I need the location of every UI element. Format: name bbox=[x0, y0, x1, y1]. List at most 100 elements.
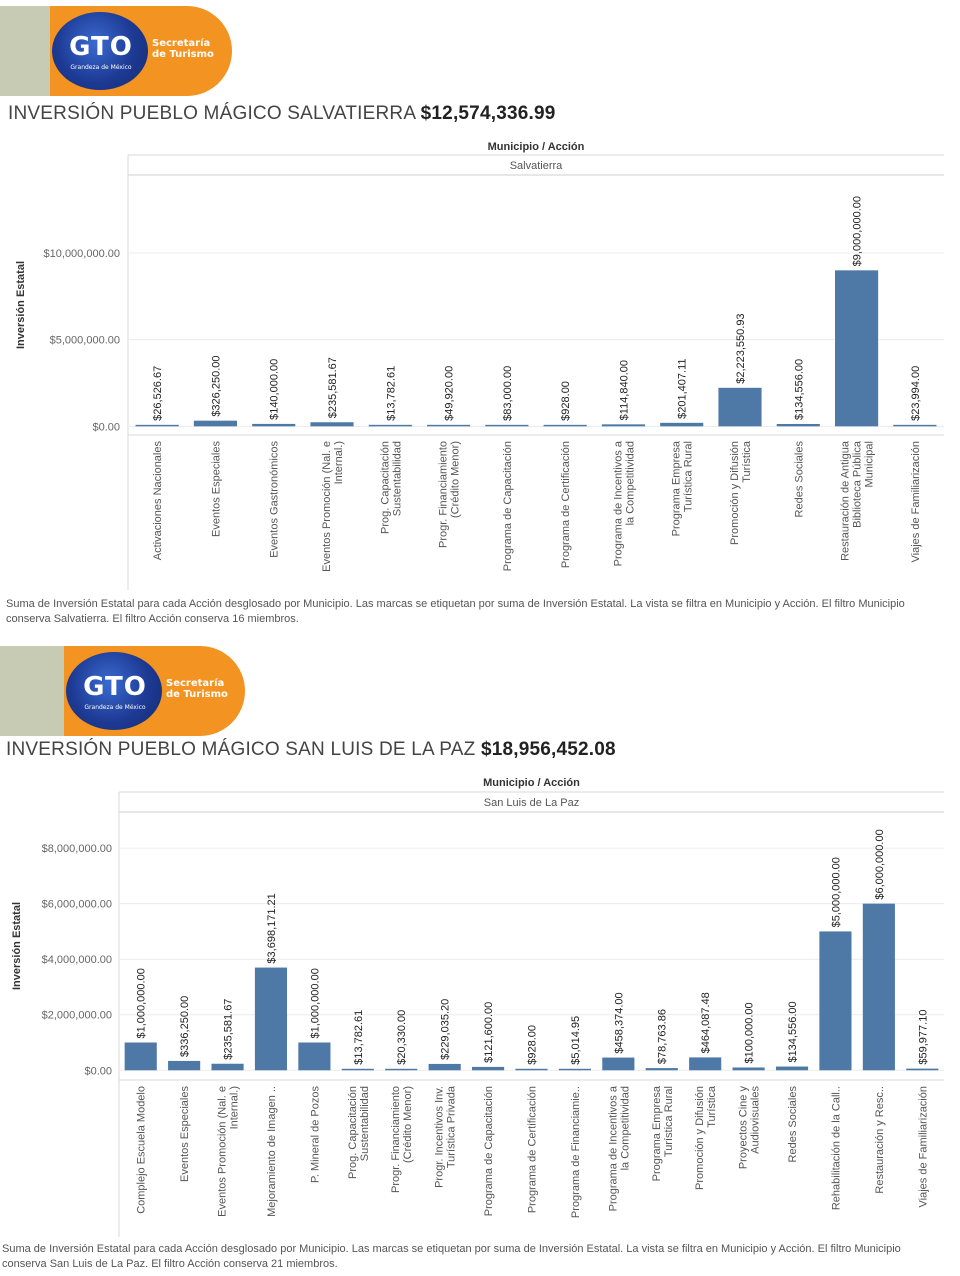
bar-chart-salvatierra: Municipio / Acción Salvatierra $0.00 $5,000… bbox=[15, 141, 944, 590]
bar-value-label: $59,977.10 bbox=[917, 1010, 929, 1065]
x-tick-label-line: Internal.) bbox=[229, 1086, 241, 1129]
bar-value-label: $140,000.00 bbox=[269, 359, 281, 420]
bar[interactable] bbox=[660, 422, 704, 427]
x-tick-label-line: Proyectos Cine y bbox=[738, 1086, 750, 1170]
bar[interactable] bbox=[385, 1068, 418, 1071]
x-tick-label: Programa de Capacitación bbox=[502, 441, 514, 571]
chart-footnote-salvatierra: Suma de Inversión Estatal para cada Acci… bbox=[6, 598, 905, 625]
bar[interactable] bbox=[298, 1042, 331, 1071]
x-tick-label: Activaciones Nacionales bbox=[152, 441, 164, 561]
x-tick-label-line: Progr. Financiamiento bbox=[390, 1086, 402, 1193]
x-tick-label-line: Programa de Certificación bbox=[560, 441, 572, 568]
bar[interactable] bbox=[193, 420, 237, 427]
logo-secretaria-text: Secretaría de Turismo bbox=[166, 678, 228, 700]
x-tick-label-line: Biblioteca Pública bbox=[852, 440, 864, 528]
x-tick-label-line: Rehabilitación de la Call.. bbox=[830, 1086, 842, 1210]
x-tick-label-line: Programa Empresa bbox=[651, 1085, 663, 1181]
x-tick-label: Programa de Certificación bbox=[527, 1086, 539, 1213]
bar[interactable] bbox=[543, 424, 587, 427]
x-tick-label-line: Promoción y Difusión bbox=[729, 441, 741, 545]
bar-value-label: $134,556.00 bbox=[787, 1001, 799, 1062]
bar-value-label: $326,250.00 bbox=[210, 356, 222, 417]
bar[interactable] bbox=[645, 1068, 678, 1071]
bar[interactable] bbox=[252, 423, 296, 427]
bar[interactable] bbox=[776, 424, 820, 427]
bar-value-label: $26,526.67 bbox=[152, 366, 164, 421]
bar-value-label: $23,994.00 bbox=[910, 366, 922, 421]
x-tick-label-line: Audiovisuales bbox=[750, 1086, 762, 1154]
bar[interactable] bbox=[893, 424, 937, 427]
logo-secretaria-turismo: GTO Grandeza de México Secretaría de Tur… bbox=[0, 6, 232, 96]
y-tick-label: $8,000,000.00 bbox=[42, 843, 112, 855]
x-tick-label-line: Activaciones Nacionales bbox=[152, 441, 164, 561]
bar[interactable] bbox=[254, 967, 288, 1071]
chart-header: Municipio / Acción bbox=[483, 777, 580, 789]
x-tick-label-line: Redes Sociales bbox=[787, 1086, 799, 1163]
x-tick-label-line: Restauración de Antigua bbox=[840, 440, 852, 561]
bar[interactable] bbox=[341, 1068, 374, 1071]
x-tick-label-line: Programa de Certificación bbox=[527, 1086, 539, 1213]
bar[interactable] bbox=[368, 424, 412, 427]
bar[interactable] bbox=[601, 424, 645, 427]
bar-value-label: $78,763.86 bbox=[657, 1009, 669, 1064]
x-tick-label-line: Turística bbox=[741, 440, 753, 483]
x-tick-label: Progr. Incentivos Inv. Turística Privada bbox=[434, 1085, 458, 1188]
x-tick-label: Programa de Incentivos a la Competitivida… bbox=[612, 440, 636, 566]
bar[interactable] bbox=[775, 1066, 809, 1071]
bar[interactable] bbox=[602, 1057, 635, 1071]
bar[interactable] bbox=[485, 424, 529, 427]
bar[interactable] bbox=[135, 424, 179, 427]
x-tick-label-line: Viajes de Familiarización bbox=[917, 1086, 929, 1207]
bar[interactable] bbox=[835, 270, 879, 427]
x-tick-label: Proyectos Cine y Audiovisuales bbox=[738, 1086, 762, 1170]
bar-value-label: $1,000,000.00 bbox=[309, 968, 321, 1038]
bar-value-label: $229,035.20 bbox=[440, 999, 452, 1060]
bar-value-label: $5,014.95 bbox=[570, 1016, 582, 1065]
x-tick-label-line: Complejo Escuela Modelo bbox=[136, 1086, 148, 1214]
logo-brand-text: GTO bbox=[69, 32, 133, 62]
x-tick-label: Programa Empresa Turística Rural bbox=[671, 440, 695, 536]
y-tick-label: $5,000,000.00 bbox=[50, 335, 120, 347]
bar[interactable] bbox=[862, 903, 895, 1071]
bar-value-label: $3,698,171.21 bbox=[266, 893, 278, 963]
bar[interactable] bbox=[906, 1068, 939, 1071]
x-tick-label-line: Eventos Especiales bbox=[210, 441, 222, 537]
bar-value-label: $464,087.48 bbox=[700, 992, 712, 1053]
bar[interactable] bbox=[819, 931, 852, 1071]
bar-value-label: $9,000,000.00 bbox=[852, 196, 864, 266]
bar[interactable] bbox=[211, 1063, 244, 1071]
x-tick-label-line: Sustentabilidad bbox=[391, 441, 403, 516]
bar[interactable] bbox=[310, 422, 354, 427]
x-tick-label: Prog. Capacitación Sustentabilidad bbox=[347, 1086, 371, 1179]
x-tick-label: Progr. Financiamiento (Crédito Menor) bbox=[438, 441, 462, 548]
bar[interactable] bbox=[427, 424, 471, 427]
x-tick-label: Rehabilitación de la Call.. bbox=[830, 1086, 842, 1210]
x-tick-label: Eventos Especiales bbox=[179, 1086, 191, 1182]
bar[interactable] bbox=[718, 387, 762, 427]
x-tick-label: Programa de Financiamie.. bbox=[570, 1086, 582, 1218]
bar[interactable] bbox=[558, 1068, 591, 1071]
x-tick-label-line: Restauración y Resc.. bbox=[874, 1086, 886, 1194]
bar-value-label: $235,581.67 bbox=[223, 999, 235, 1060]
gto-logo-icon bbox=[66, 652, 162, 730]
page-title-salvatierra: INVERSIÓN PUEBLO MÁGICO SALVATIERRA $12,… bbox=[8, 103, 556, 125]
x-tick-label: Redes Sociales bbox=[793, 441, 805, 518]
x-tick-label-line: Promoción y Difusión bbox=[694, 1086, 706, 1190]
y-tick-label: $2,000,000.00 bbox=[42, 1010, 112, 1022]
bar[interactable] bbox=[732, 1067, 765, 1071]
x-tick-label: Programa de Capacitación bbox=[483, 1086, 495, 1216]
bar-value-label: $100,000.00 bbox=[744, 1002, 756, 1063]
bar[interactable] bbox=[472, 1066, 505, 1071]
x-tick-label-line: Programa de Financiamie.. bbox=[570, 1086, 582, 1218]
x-tick-label: Restauración de Antigua Biblioteca Públic… bbox=[840, 440, 876, 561]
bar[interactable] bbox=[428, 1063, 461, 1071]
bar-value-label: $458,374.00 bbox=[613, 992, 625, 1053]
bar[interactable] bbox=[124, 1042, 157, 1071]
bar[interactable] bbox=[168, 1060, 201, 1071]
bar-value-label: $235,581.67 bbox=[327, 357, 339, 418]
logo-brand-text: GTO bbox=[83, 672, 147, 702]
x-tick-label-line: la Competitividad bbox=[619, 1086, 631, 1170]
bar[interactable] bbox=[515, 1068, 548, 1071]
bar[interactable] bbox=[689, 1057, 722, 1071]
bar-value-label: $928.00 bbox=[527, 1025, 539, 1065]
